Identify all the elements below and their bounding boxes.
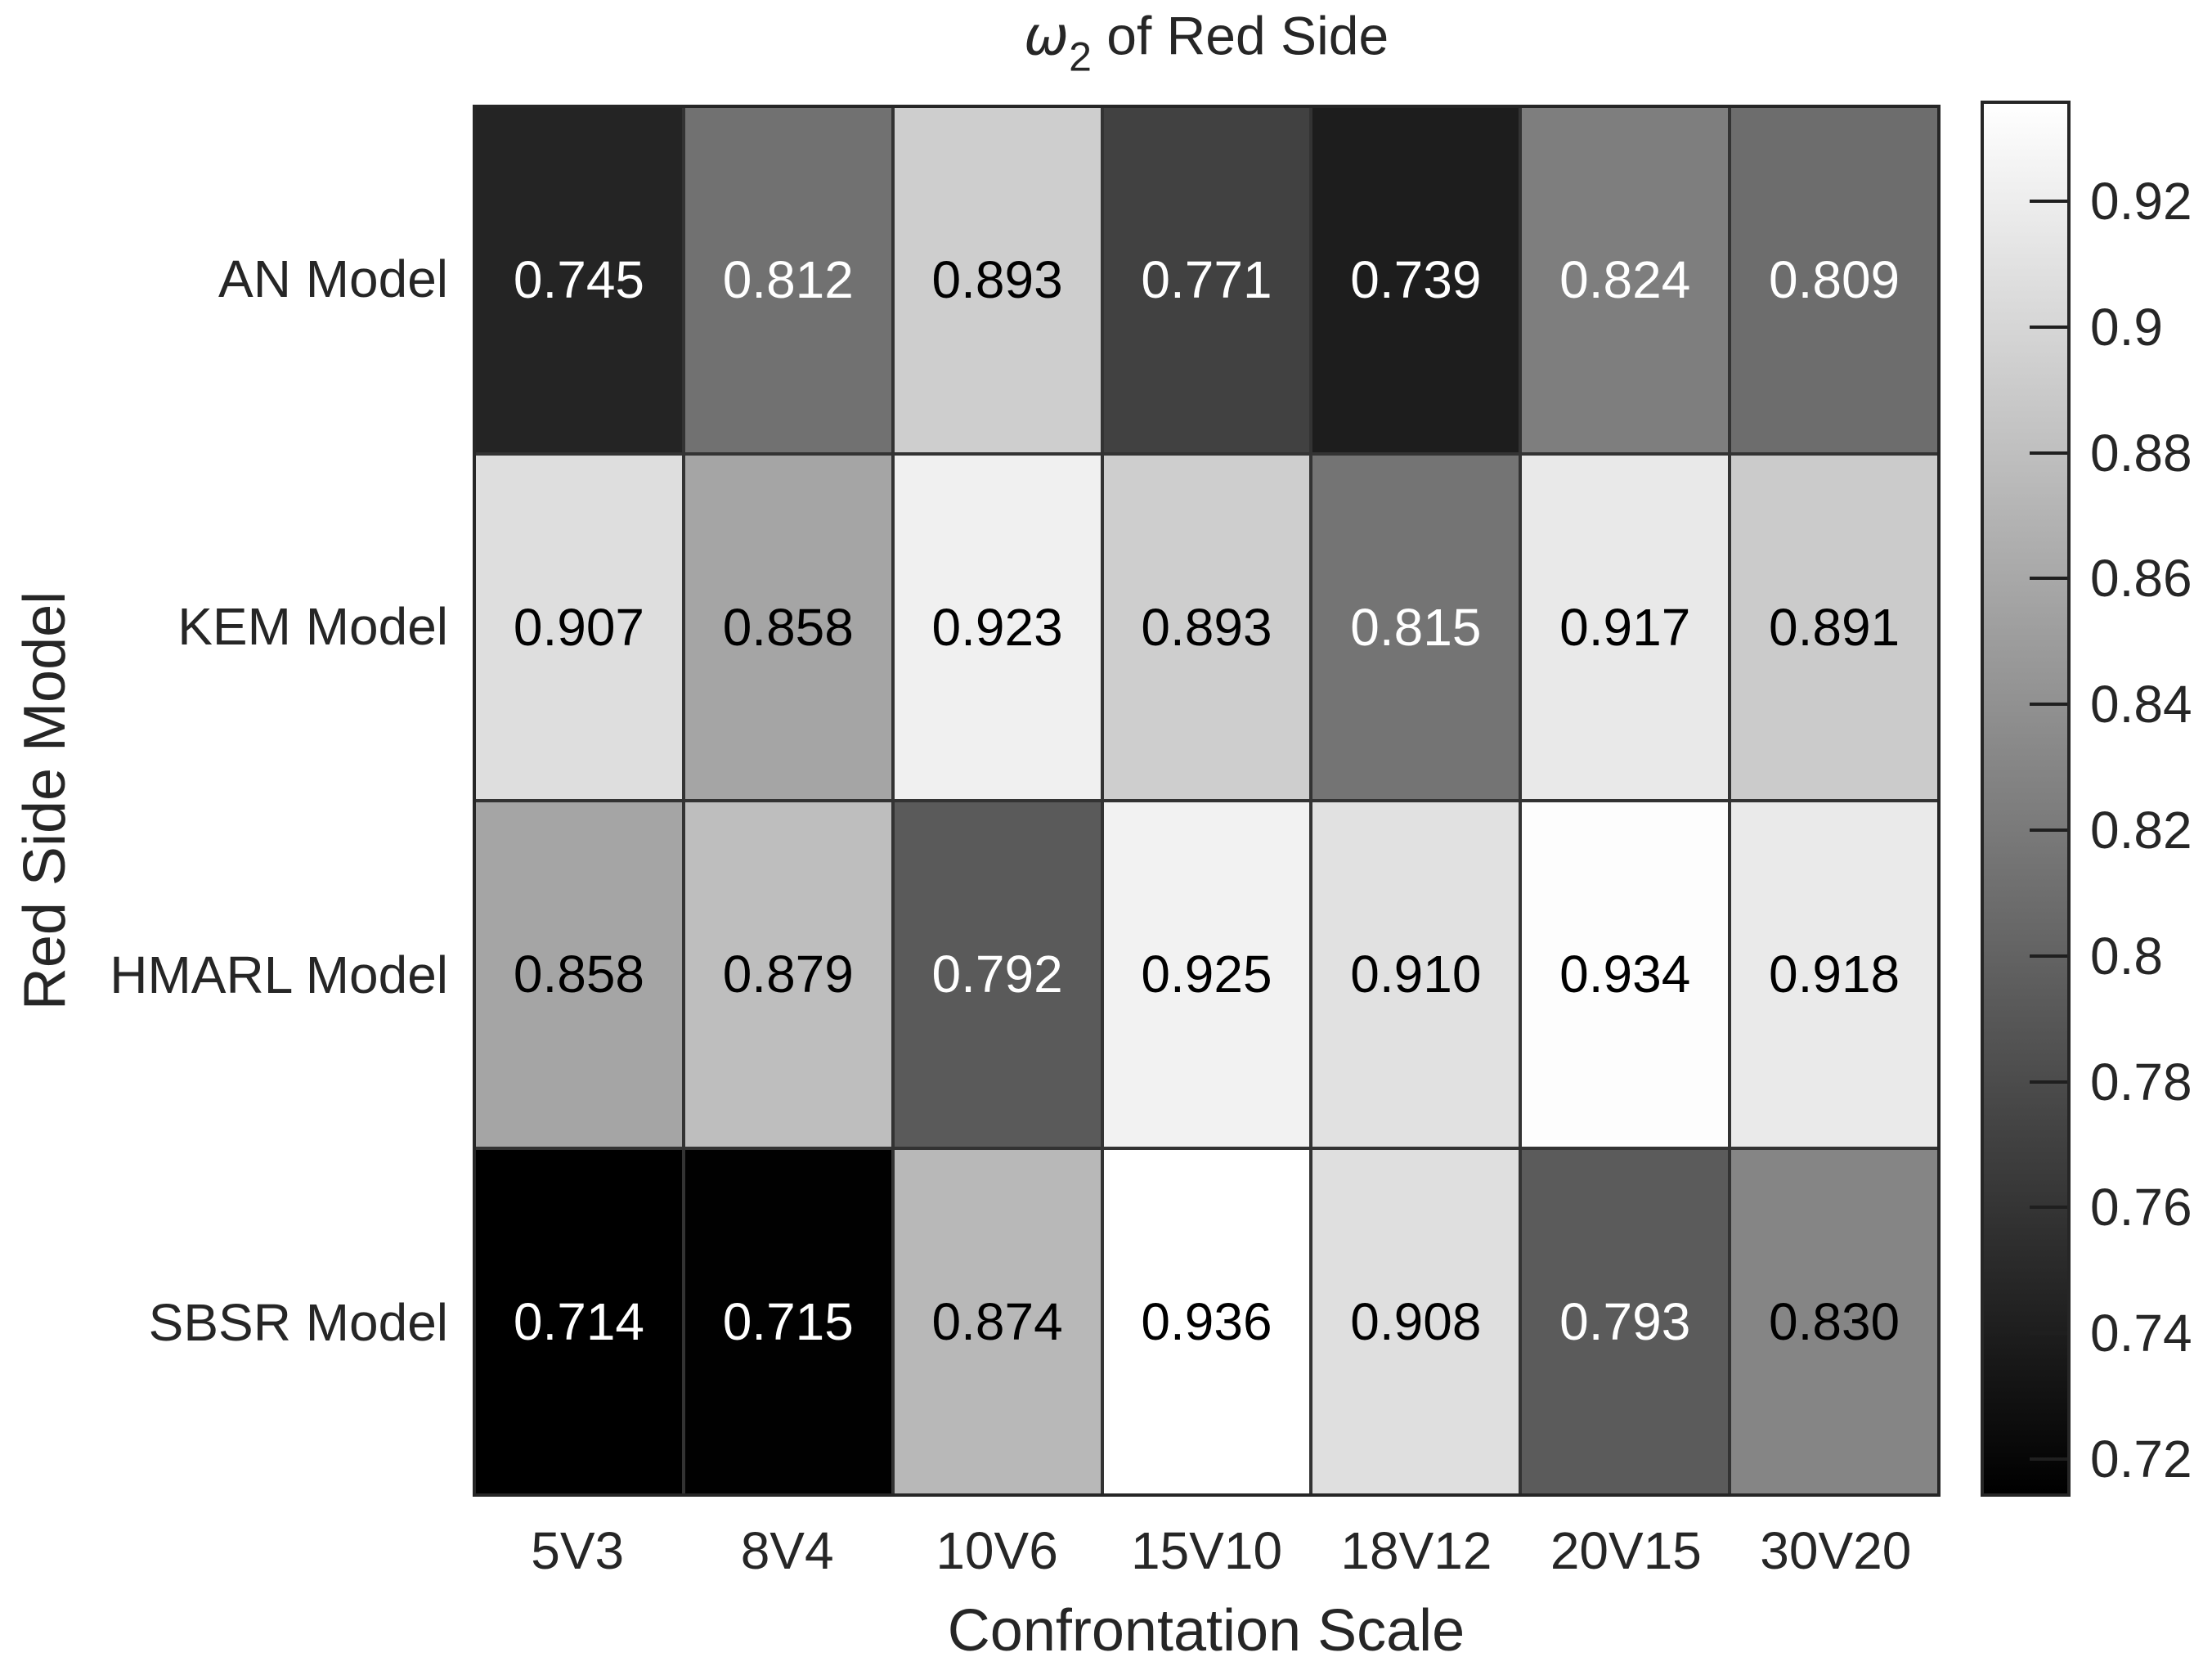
colorbar-tick [2030,325,2067,329]
heatmap-cell: 0.793 [1522,1149,1729,1493]
heatmap-cell: 0.809 [1731,108,1937,452]
col-label: 5V3 [531,1521,625,1580]
heatmap-cell: 0.858 [476,802,682,1147]
heatmap-cell: 0.812 [684,108,891,452]
colorbar-tick [2030,577,2067,581]
colorbar-tick [2030,1331,2067,1336]
row-label: AN Model [218,249,448,308]
heatmap-cell: 0.918 [1731,802,1937,1147]
colorbar-tick-label: 0.9 [2090,297,2163,357]
heatmap-cell: 0.879 [684,802,891,1147]
colorbar-tick-label: 0.74 [2090,1304,2192,1363]
row-label: SBSR Model [148,1293,448,1353]
heatmap-cell: 0.858 [684,455,891,799]
colorbar-tick [2030,703,2067,707]
colorbar-tick-label: 0.82 [2090,800,2192,860]
colorbar-tick-label: 0.78 [2090,1052,2192,1111]
heatmap-cell: 0.925 [1103,802,1310,1147]
title-subscript: 2 [1069,34,1092,80]
colorbar-tick-label: 0.84 [2090,675,2192,734]
title-text: of Red Side [1091,5,1389,66]
colorbar-tick-label: 0.72 [2090,1429,2192,1489]
heatmap-cell: 0.830 [1731,1149,1937,1493]
colorbar-tick [2030,200,2067,204]
heatmap-grid: 0.745 0.812 0.893 0.771 0.739 0.824 0.809 0.907… [473,105,1941,1497]
heatmap-cell: 0.792 [894,802,1101,1147]
colorbar-tick [2030,1080,2067,1084]
heatmap-cell: 0.893 [894,108,1101,452]
heatmap-cell: 0.934 [1522,802,1729,1147]
heatmap-cell: 0.917 [1522,455,1729,799]
heatmap-cell: 0.893 [1103,455,1310,799]
heatmap-cell: 0.923 [894,455,1101,799]
col-label: 20V15 [1550,1521,1702,1580]
heatmap-cell: 0.745 [476,108,682,452]
colorbar-tick [2030,451,2067,455]
heatmap-cell: 0.715 [684,1149,891,1493]
row-label: KEM Model [177,597,448,657]
omega-symbol: ω [1023,4,1070,68]
heatmap-cell: 0.815 [1312,455,1519,799]
heatmap-cell: 0.936 [1103,1149,1310,1493]
colorbar-tick-label: 0.76 [2090,1178,2192,1237]
colorbar-tick [2030,1457,2067,1461]
heatmap-cell: 0.824 [1522,108,1729,452]
colorbar [1981,101,2071,1497]
col-label: 10V6 [936,1521,1058,1580]
heatmap-cell: 0.910 [1312,802,1519,1147]
colorbar-tick-label: 0.8 [2090,926,2163,986]
heatmap-cell: 0.907 [476,455,682,799]
heatmap-cell: 0.771 [1103,108,1310,452]
heatmap-cell: 0.874 [894,1149,1101,1493]
heatmap-cell: 0.739 [1312,108,1519,452]
colorbar-tick [2030,1206,2067,1210]
col-label: 18V12 [1340,1521,1492,1580]
colorbar-tick [2030,828,2067,832]
colorbar-tick [2030,954,2067,958]
colorbar-tick-label: 0.92 [2090,172,2192,231]
colorbar-tick-label: 0.86 [2090,549,2192,608]
row-label: HMARL Model [110,945,448,1004]
chart-title: ω2 of Red Side [1024,5,1389,81]
col-label: 8V4 [740,1521,834,1580]
heatmap-cell: 0.891 [1731,455,1937,799]
col-label: 30V20 [1760,1521,1912,1580]
heatmap-cell: 0.908 [1312,1149,1519,1493]
col-label: 15V10 [1130,1521,1283,1580]
heatmap-cell: 0.714 [476,1149,682,1493]
x-axis-label: Confrontation Scale [947,1598,1465,1664]
colorbar-tick-label: 0.88 [2090,423,2192,483]
